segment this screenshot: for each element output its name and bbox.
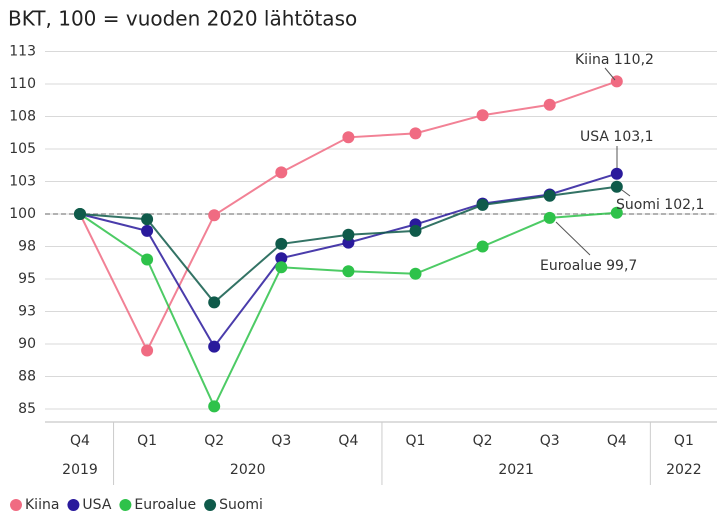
x-group-label: 2021 <box>498 462 534 478</box>
annotation: Kiina 110,2 <box>575 52 654 68</box>
y-tick-label: 85 <box>18 401 36 417</box>
y-tick-label: 113 <box>9 44 36 60</box>
x-group-label: 2019 <box>62 462 98 478</box>
x-group-label: 2020 <box>230 462 266 478</box>
data-point <box>476 198 489 211</box>
data-point <box>275 252 288 265</box>
annotation-leader <box>604 67 616 81</box>
data-point <box>208 400 221 413</box>
y-tick-label: 108 <box>9 109 36 125</box>
annotation: Euroalue 99,7 <box>540 258 637 274</box>
legend-marker <box>119 499 132 511</box>
y-tick-label: 88 <box>18 369 36 385</box>
legend-marker <box>204 499 217 511</box>
y-tick-label: 105 <box>9 141 36 157</box>
data-point <box>275 237 288 250</box>
data-point <box>141 253 154 266</box>
annotation-leader <box>555 221 591 256</box>
x-tick-label: Q1 <box>674 433 694 449</box>
legend-label: USA <box>82 497 111 513</box>
x-tick-label: Q4 <box>607 433 627 449</box>
data-point <box>275 166 288 179</box>
x-tick-label: Q4 <box>338 433 358 449</box>
y-tick-label: 110 <box>9 76 36 92</box>
annotation: USA 103,1 <box>580 129 654 145</box>
y-tick-label: 90 <box>18 336 36 352</box>
x-tick-label: Q3 <box>271 433 291 449</box>
data-point <box>409 224 422 237</box>
legend-label: Suomi <box>219 497 263 513</box>
y-tick-label: 93 <box>18 304 36 320</box>
annotation-leader <box>621 189 631 197</box>
y-tick-label: 103 <box>9 174 36 190</box>
x-tick-label: Q2 <box>204 433 224 449</box>
data-point <box>543 98 556 111</box>
data-point <box>74 208 86 220</box>
series-line <box>79 80 618 353</box>
x-tick-label: Q1 <box>137 433 157 449</box>
data-point <box>476 240 489 253</box>
data-point <box>610 206 623 219</box>
y-tick-label: 100 <box>9 206 36 222</box>
data-point <box>342 131 355 144</box>
data-point <box>610 167 623 180</box>
data-point <box>141 224 154 237</box>
legend-label: Kiina <box>25 497 59 513</box>
data-point <box>409 127 422 140</box>
data-point <box>610 180 623 193</box>
data-point <box>543 211 556 224</box>
data-point <box>208 340 221 353</box>
chart-title: BKT, 100 = vuoden 2020 lähtötaso <box>8 7 357 31</box>
data-point <box>342 265 355 278</box>
legend-marker <box>10 499 22 511</box>
data-point <box>409 267 422 280</box>
data-point <box>476 109 489 122</box>
data-point <box>141 344 154 357</box>
data-point <box>543 189 556 202</box>
x-tick-label: Q4 <box>70 433 90 449</box>
x-tick-label: Q3 <box>540 433 560 449</box>
x-tick-label: Q2 <box>473 433 493 449</box>
data-point <box>275 261 288 274</box>
series-line <box>79 172 618 349</box>
legend-marker <box>67 499 80 511</box>
data-point <box>208 296 221 309</box>
y-tick-label: 98 <box>18 239 36 255</box>
legend-label: Euroalue <box>134 497 196 513</box>
x-group-label: 2022 <box>666 462 702 478</box>
data-point <box>342 228 355 241</box>
data-point <box>208 209 221 222</box>
data-point <box>141 213 154 226</box>
x-tick-label: Q1 <box>406 433 426 449</box>
annotation: Suomi 102,1 <box>616 197 704 213</box>
y-tick-label: 95 <box>18 271 36 287</box>
